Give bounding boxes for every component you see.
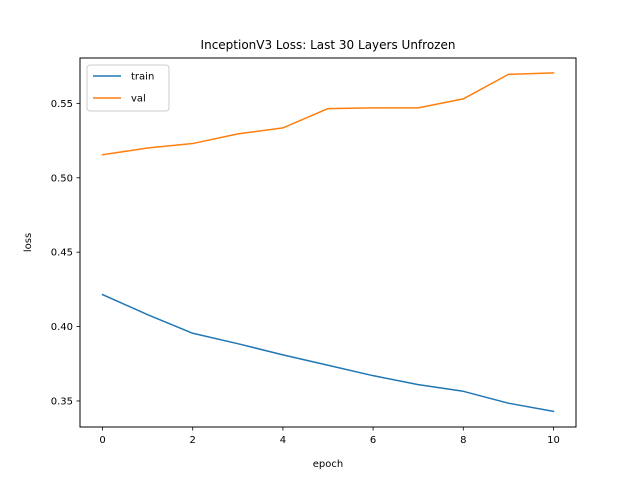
- x-axis-ticks: 0 2 4 6 8 10: [99, 427, 560, 446]
- legend: train val: [86, 64, 170, 112]
- x-tick-label: 6: [370, 435, 376, 446]
- plot-area-frame: [79, 57, 577, 428]
- y-axis-label: loss: [23, 233, 34, 252]
- y-tick-label: 0.55: [51, 99, 73, 110]
- y-tick-label: 0.45: [51, 248, 73, 259]
- y-axis-ticks: 0.35 0.40 0.45 0.50 0.55: [51, 99, 80, 407]
- chart-title: InceptionV3 Loss: Last 30 Layers Unfroze…: [201, 38, 456, 52]
- x-tick-label: 0: [99, 435, 105, 446]
- series-layer: [101, 72, 555, 413]
- y-tick-label: 0.40: [51, 322, 73, 333]
- x-tick-label: 4: [280, 435, 286, 446]
- x-tick-label: 2: [190, 435, 196, 446]
- x-tick-label: 8: [460, 435, 466, 446]
- legend-label-train: train: [131, 72, 154, 83]
- y-tick-label: 0.35: [51, 396, 73, 407]
- legend-frame: [86, 64, 170, 112]
- x-axis-label: epoch: [313, 459, 343, 470]
- series-line-train: [101, 293, 555, 413]
- series-line-val: [101, 72, 555, 156]
- y-tick-label: 0.50: [51, 173, 73, 184]
- x-tick-label: 10: [547, 435, 560, 446]
- legend-label-val: val: [131, 94, 146, 105]
